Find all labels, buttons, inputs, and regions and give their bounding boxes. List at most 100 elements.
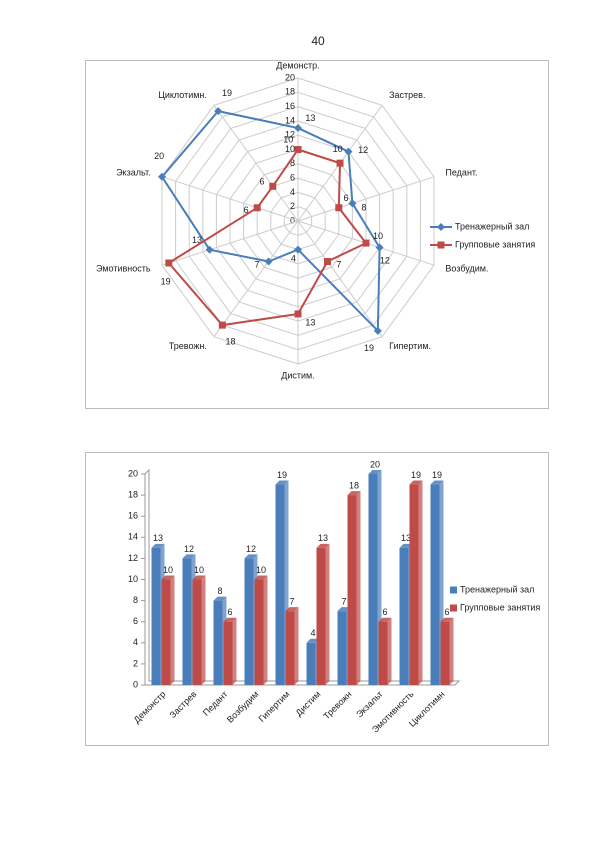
bar [275,484,285,685]
y-tick-label: 18 [128,489,138,499]
bar [316,547,326,685]
point [362,239,370,247]
y-tick-label: 6 [133,616,138,626]
data-label: 10 [333,144,343,154]
point [294,310,302,318]
y-tick-label: 4 [133,637,138,647]
data-label: 13 [153,533,163,543]
category-label: Застрев. [389,90,425,100]
x-tick-label: Гипертим [257,689,292,724]
legend-swatch [450,604,457,612]
y-tick-label: 2 [133,658,138,668]
bar-top [409,480,423,485]
bar-side [232,617,237,685]
data-label: 10 [163,565,173,575]
r-tick-label: 6 [290,172,295,182]
point [264,257,273,266]
y-tick-label: 20 [128,468,138,478]
bar-top [316,543,330,548]
data-label: 13 [305,113,315,123]
data-label: 13 [305,318,315,328]
bar-top [368,470,382,474]
bar-top [223,617,237,622]
data-label: 19 [222,88,232,98]
legend-label: Тренажерный зал [455,221,529,231]
r-tick-label: 2 [290,201,295,211]
bar [378,621,388,685]
point [375,243,384,252]
category-label: Эмотивность [96,263,151,273]
bar [151,547,161,685]
bar [337,611,347,685]
bar [213,600,223,685]
bar-top [275,480,289,485]
y-tick-label: 10 [128,574,138,584]
point [323,257,331,265]
bar-top [337,607,351,612]
x-tick-label: Педант [201,689,230,718]
point [205,245,214,254]
data-label: 18 [349,480,359,490]
point [269,182,277,190]
r-tick-label: 0 [290,215,295,225]
data-label: 19 [277,470,287,480]
point [165,259,173,267]
point [336,159,344,167]
x-tick-label: Экзальт [354,689,384,719]
r-tick-label: 4 [290,187,295,197]
legend-marker [437,241,445,249]
bar [223,621,233,685]
x-tick-label: Дистим [294,689,323,718]
y-tick-label: 12 [128,553,138,563]
data-label: 6 [382,607,387,617]
bar [368,474,378,685]
point [214,107,223,116]
data-label: 7 [341,597,346,607]
point [294,124,302,133]
category-label: Гипертим. [389,341,431,351]
y-tick-label: 8 [133,595,138,605]
bar-top [285,607,299,612]
x-tick-label: Возбудим [225,689,261,725]
r-tick-label: 12 [285,130,295,140]
y-tick-label: 14 [128,532,138,542]
bar-top [213,596,227,601]
category-label: Педант. [445,167,477,177]
category-label: Тревожн. [169,341,207,351]
bar [399,547,409,685]
bar [306,642,316,685]
bar [409,484,419,685]
bar-top [254,575,268,580]
data-label: 10 [373,231,383,241]
bar-top [244,554,258,559]
bar [347,495,357,685]
category-label: Дистим. [281,370,314,380]
point [157,172,166,181]
bar-top [440,617,454,622]
category-label: Демонстр. [276,60,319,70]
data-label: 13 [318,533,328,543]
spoke [213,220,299,337]
y-tick-label: 16 [128,511,138,521]
page-number: 40 [311,34,325,48]
data-label: 10 [194,565,204,575]
legend-marker [437,223,445,231]
spoke [161,220,299,266]
data-label: 19 [161,277,171,287]
r-tick-label: 20 [285,72,295,82]
data-label: 10 [256,565,266,575]
bar-top [347,491,361,496]
bar-top [378,617,392,622]
bar-top [161,575,175,580]
point [218,321,226,329]
bar-side [418,480,423,685]
data-label: 7 [336,259,341,269]
point [348,199,357,208]
bar-top [151,543,165,548]
bar-top [192,575,206,580]
data-label: 8 [217,586,222,596]
data-label: 6 [244,205,249,215]
spoke [213,105,299,222]
r-tick-label: 18 [285,87,295,97]
